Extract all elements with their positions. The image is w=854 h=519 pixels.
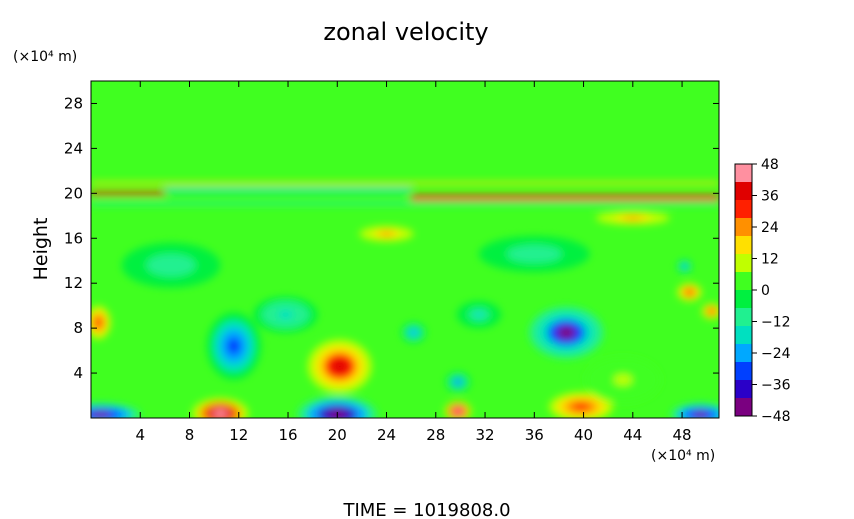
velocity-contour — [95, 318, 102, 327]
x-tick-label: 16 — [278, 426, 297, 444]
x-tick-label: 20 — [328, 426, 347, 444]
velocity-contour — [158, 259, 184, 271]
y-tick-label: 12 — [64, 274, 83, 292]
y-tick-label: 20 — [64, 184, 83, 202]
x-axis: 4 8 12 16 20 24 28 32 36 40 44 48 — [135, 81, 692, 444]
velocity-contour — [613, 374, 633, 386]
velocity-contour — [410, 330, 417, 336]
y-tick-label: 28 — [64, 94, 83, 112]
velocity-contour — [277, 310, 294, 320]
velocity-field — [91, 181, 719, 418]
velocity-contour — [693, 411, 708, 418]
x-tick-label: 40 — [574, 426, 593, 444]
x-tick-label: 48 — [673, 426, 692, 444]
y-tick-label: 8 — [73, 319, 83, 337]
colorbar-tick-label: 48 — [761, 157, 779, 173]
x-tick-label: 24 — [377, 426, 396, 444]
y-tick-label: 16 — [64, 229, 83, 247]
y-tick-label: 24 — [64, 139, 83, 157]
y-unit-label: (×10⁴ m) — [13, 49, 77, 65]
plot-area — [90, 80, 720, 419]
x-tick-label: 36 — [525, 426, 544, 444]
colorbar-tick-label: −36 — [761, 378, 791, 394]
chart-title: zonal velocity — [323, 18, 488, 46]
velocity-contour — [454, 408, 462, 414]
colorbar-scale — [734, 163, 753, 417]
velocity-band — [91, 201, 719, 206]
colorbar: 48 36 24 12 0 −12 −24 −36 −48 — [734, 157, 791, 425]
colorbar-tick-label: 36 — [761, 189, 779, 205]
velocity-band — [411, 195, 719, 201]
velocity-band — [91, 181, 719, 185]
y-axis-label: Height — [30, 218, 52, 281]
velocity-contour — [520, 249, 549, 259]
velocity-contour — [91, 411, 111, 418]
colorbar-tick-label: 24 — [761, 220, 779, 236]
x-tick-label: 4 — [135, 426, 145, 444]
x-tick-label: 8 — [185, 426, 195, 444]
velocity-contour — [213, 409, 228, 418]
colorbar-tick-label: 12 — [761, 252, 779, 268]
velocity-contour — [227, 337, 241, 355]
velocity-band — [91, 191, 165, 196]
velocity-contour — [709, 309, 715, 314]
colorbar-tick-label: −24 — [761, 346, 791, 362]
colorbar-tick-label: 0 — [761, 283, 770, 299]
velocity-contour — [454, 379, 462, 385]
velocity-band — [164, 187, 412, 193]
colorbar-tick-label: −48 — [761, 409, 791, 425]
time-footer: TIME = 1019808.0 — [342, 500, 510, 519]
y-axis: 4 8 12 16 20 24 28 — [64, 94, 719, 382]
velocity-contour — [682, 264, 687, 269]
velocity-contour — [379, 231, 394, 236]
velocity-contour — [331, 359, 348, 374]
colorbar-tick-label: −12 — [761, 315, 791, 331]
velocity-contour — [557, 326, 576, 340]
velocity-contour — [686, 289, 693, 295]
velocity-contour — [473, 311, 485, 319]
x-unit-label: (×10⁴ m) — [651, 448, 715, 464]
velocity-contour — [623, 216, 643, 220]
x-tick-label: 44 — [623, 426, 642, 444]
plot-frame — [90, 80, 720, 419]
x-tick-label: 32 — [475, 426, 494, 444]
x-tick-label: 28 — [426, 426, 445, 444]
x-tick-label: 12 — [229, 426, 248, 444]
y-tick-label: 4 — [73, 364, 83, 382]
velocity-contour — [573, 403, 590, 411]
